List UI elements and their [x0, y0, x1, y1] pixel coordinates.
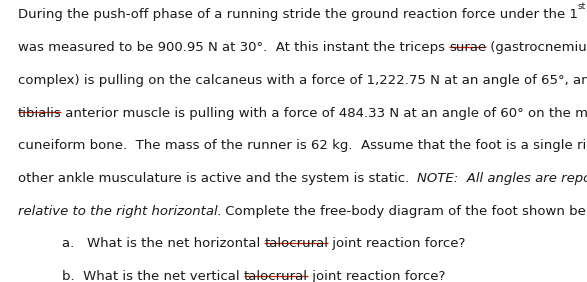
Text: relative to the right horizontal.: relative to the right horizontal. [18, 205, 221, 218]
Text: b.  What is the net vertical: b. What is the net vertical [62, 270, 244, 282]
Text: surae: surae [449, 41, 486, 54]
Text: cuneiform bone.  The mass of the runner is 62 kg.  Assume that the foot is a sin: cuneiform bone. The mass of the runner i… [18, 139, 587, 152]
Text: metatarsal: metatarsal [586, 8, 587, 21]
Text: (gastrocnemius-soleus: (gastrocnemius-soleus [486, 41, 587, 54]
Text: joint reaction force?: joint reaction force? [308, 270, 445, 282]
Text: a.   What is the net horizontal: a. What is the net horizontal [62, 237, 264, 250]
Text: complex) is pulling on the calcaneus with a force of 1,222.75 N at an angle of 6: complex) is pulling on the calcaneus wit… [18, 74, 587, 87]
Text: talocrural: talocrural [244, 270, 308, 282]
Text: was measured to be 900.95 N at 30°.  At this instant the triceps: was measured to be 900.95 N at 30°. At t… [18, 41, 449, 54]
Text: talocrural: talocrural [264, 237, 328, 250]
Text: During the push-off phase of a running stride the ground reaction force under th: During the push-off phase of a running s… [18, 8, 578, 21]
Text: other ankle musculature is active and the system is static.: other ankle musculature is active and th… [18, 172, 417, 185]
Text: NOTE:  All angles are reported: NOTE: All angles are reported [417, 172, 587, 185]
Text: joint reaction force?: joint reaction force? [328, 237, 465, 250]
Text: st: st [578, 2, 586, 11]
Text: Complete the free-body diagram of the foot shown below.: Complete the free-body diagram of the fo… [221, 205, 587, 218]
Text: anterior muscle is pulling with a force of 484.33 N at an angle of 60° on the me: anterior muscle is pulling with a force … [62, 107, 587, 120]
Text: tibialis: tibialis [18, 107, 62, 120]
